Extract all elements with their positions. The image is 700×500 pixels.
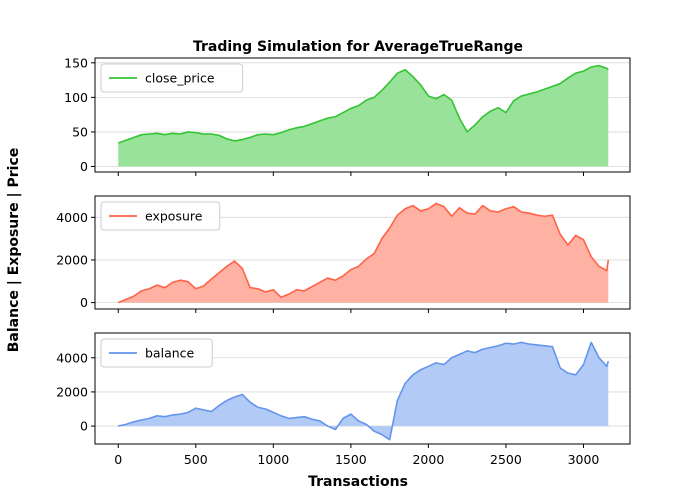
y-tick-label: 150 xyxy=(64,55,88,70)
y-tick-label: 2000 xyxy=(56,384,88,399)
legend-box xyxy=(100,338,213,368)
balance-line xyxy=(118,341,610,441)
exposure-line xyxy=(117,202,610,304)
legend-box xyxy=(100,201,221,231)
balance-area xyxy=(118,342,609,440)
legend-label: balance xyxy=(145,346,195,361)
exposure-panel: exposure 0 2000 4000 xyxy=(56,195,631,313)
legend: balance xyxy=(100,338,213,368)
axes-frame xyxy=(94,57,631,173)
x-tick-label: 2000 xyxy=(412,452,444,467)
legend: close_price xyxy=(100,63,244,93)
x-tick-label: 2500 xyxy=(490,452,522,467)
x-tick-label: 500 xyxy=(184,452,208,467)
close_price-line xyxy=(117,64,609,144)
axes-frame xyxy=(94,195,631,310)
legend-label: exposure xyxy=(145,209,203,224)
axes-frame xyxy=(94,332,631,445)
x-axis-label: Transactions xyxy=(308,474,408,490)
legend-label: close_price xyxy=(145,71,215,86)
exposure-area xyxy=(118,203,609,303)
y-tick-label: 2000 xyxy=(56,252,88,267)
x-tick-label: 1500 xyxy=(335,452,367,467)
y-tick-label: 100 xyxy=(64,90,88,105)
balance-panel: balance 0 2000 4000 0 500 1000 1500 2000 2500 3000 xyxy=(56,332,631,467)
shared-y-axis-label: Balance | Exposure | Price xyxy=(6,148,22,353)
x-tick-label: 0 xyxy=(114,452,122,467)
x-tick-label: 1000 xyxy=(257,452,289,467)
y-tick-label: 50 xyxy=(72,124,88,139)
legend-box xyxy=(100,63,244,93)
y-tick-label: 0 xyxy=(80,419,88,434)
x-tick-label: 3000 xyxy=(568,452,600,467)
y-tick-label: 4000 xyxy=(56,210,88,225)
chart-title: Trading Simulation for AverageTrueRange xyxy=(193,39,523,55)
y-tick-label: 4000 xyxy=(56,350,88,365)
price-panel: close_price 0 50 100 150 xyxy=(64,55,631,176)
y-tick-label: 0 xyxy=(80,159,88,174)
close_price-area xyxy=(118,65,609,167)
legend: exposure xyxy=(100,201,221,231)
y-tick-label: 0 xyxy=(80,295,88,310)
